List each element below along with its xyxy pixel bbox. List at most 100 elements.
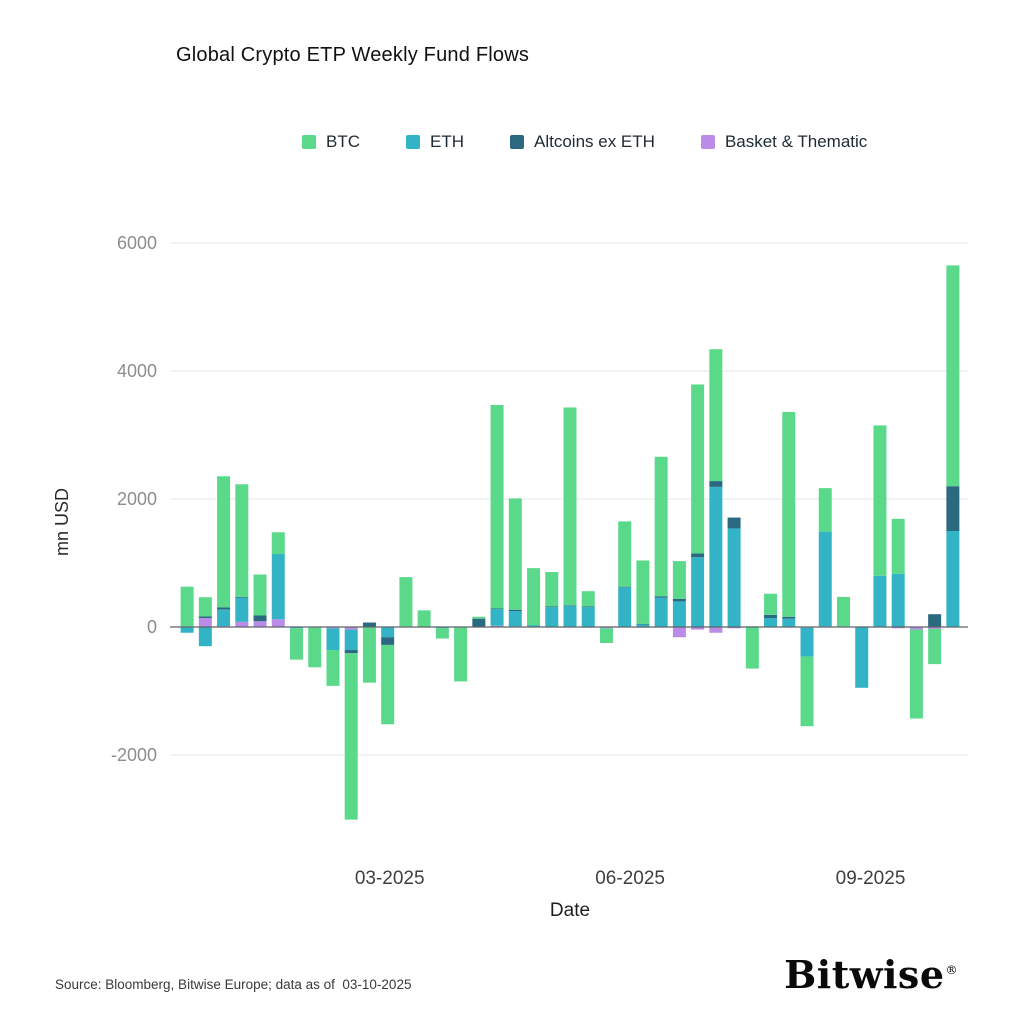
bar-segment — [946, 265, 960, 487]
bar-segment — [235, 621, 249, 627]
bar-segment — [326, 627, 340, 629]
bar-segment — [344, 627, 358, 630]
bar-segment — [180, 627, 194, 633]
bar-segment — [581, 591, 595, 607]
legend-swatch-btc — [302, 135, 316, 149]
y-axis-label: mn USD — [52, 488, 72, 556]
bar-segment — [672, 598, 686, 602]
bar-segment — [253, 574, 267, 616]
bar-segment — [891, 573, 905, 627]
bar-segment — [508, 611, 522, 627]
source-attribution: Source: Bloomberg, Bitwise Europe; data … — [55, 977, 412, 992]
y-tick-label: 0 — [147, 617, 157, 637]
y-tick-label: 6000 — [117, 233, 157, 253]
bar-segment — [490, 404, 504, 609]
bar-segment — [873, 575, 887, 627]
bar-segment — [691, 557, 705, 627]
bar-segment — [290, 627, 304, 629]
legend-label-altcoins: Altcoins ex ETH — [534, 132, 655, 151]
bar-segment — [764, 614, 778, 619]
bar-segment — [472, 616, 486, 619]
legend-item-eth[interactable]: ETH — [406, 132, 464, 152]
bar-segment — [545, 606, 559, 608]
bar-segment — [362, 622, 376, 627]
bitwise-logo: Bitwise® — [784, 952, 958, 997]
bar-segment — [545, 571, 559, 607]
bar-segment — [198, 616, 212, 619]
bar-segment — [618, 586, 632, 588]
bar-segment — [198, 618, 212, 627]
bar-segment — [727, 517, 741, 529]
bar-segment — [490, 625, 504, 627]
bar-segment — [381, 644, 395, 725]
bar-segment — [909, 629, 923, 719]
bar-segment — [180, 586, 194, 627]
chart-legend: BTC ETH Altcoins ex ETH Basket & Themati… — [302, 132, 867, 152]
bar-segment — [654, 597, 668, 627]
bar-segment — [764, 593, 778, 615]
bar-segment — [454, 627, 468, 682]
bar-segment — [946, 486, 960, 531]
bar-segment — [928, 628, 942, 665]
bar-segment — [508, 498, 522, 610]
legend-label-eth: ETH — [430, 132, 464, 151]
bar-segment — [782, 411, 796, 617]
bar-segment — [344, 650, 358, 654]
bar-segment — [381, 637, 395, 645]
bar-segment — [235, 597, 249, 622]
bitwise-wordmark: Bitwise — [784, 952, 945, 997]
bar-segment — [435, 627, 449, 629]
bar-segment — [836, 596, 850, 627]
bar-segment — [563, 407, 577, 606]
bar-segment — [672, 601, 686, 627]
bar-segment — [654, 456, 668, 597]
bar-segment — [581, 607, 595, 627]
bar-segment — [599, 628, 613, 643]
legend-swatch-eth — [406, 135, 420, 149]
bar-segment — [235, 484, 249, 597]
bar-segment — [672, 561, 686, 599]
bar-segment — [417, 610, 431, 627]
bar-segment — [344, 629, 358, 651]
bar-segment — [508, 609, 522, 611]
bar-segment — [581, 606, 595, 608]
bar-segment — [271, 619, 285, 627]
bar-segment — [563, 605, 577, 606]
bar-segment — [709, 349, 723, 482]
bar-segment — [891, 627, 905, 629]
bar-segment — [709, 481, 723, 487]
bar-segment — [271, 532, 285, 555]
legend-item-altcoins[interactable]: Altcoins ex ETH — [510, 132, 655, 152]
bar-segment — [326, 650, 340, 686]
legend-swatch-altcoins — [510, 135, 524, 149]
bar-segment — [691, 384, 705, 554]
bar-segment — [782, 618, 796, 627]
bar-segment — [198, 597, 212, 617]
y-tick-label: 2000 — [117, 489, 157, 509]
bar-segment — [599, 627, 613, 629]
y-tick-label: 4000 — [117, 361, 157, 381]
legend-item-basket[interactable]: Basket & Thematic — [700, 132, 867, 152]
bar-segment — [271, 554, 285, 620]
bar-segment — [709, 486, 723, 627]
bar-segment — [727, 528, 741, 627]
bar-segment — [654, 596, 668, 598]
bar-segment — [618, 521, 632, 587]
bar-segment — [782, 616, 796, 619]
x-axis-label: Date — [550, 900, 590, 921]
bar-segment — [672, 627, 686, 638]
bar-segment — [217, 609, 231, 627]
bar-segment — [855, 627, 869, 688]
bar-segment — [472, 618, 486, 627]
y-tick-label: -2000 — [111, 745, 157, 765]
bar-segment — [362, 627, 376, 683]
bar-segment — [764, 618, 778, 627]
legend-item-btc[interactable]: BTC — [302, 132, 360, 152]
x-tick-label: 09-2025 — [836, 868, 906, 889]
bar-segment — [745, 627, 759, 669]
bar-segment — [709, 627, 723, 633]
bar-segment — [873, 425, 887, 576]
bar-segment — [818, 488, 832, 532]
x-tick-label: 03-2025 — [355, 868, 425, 889]
